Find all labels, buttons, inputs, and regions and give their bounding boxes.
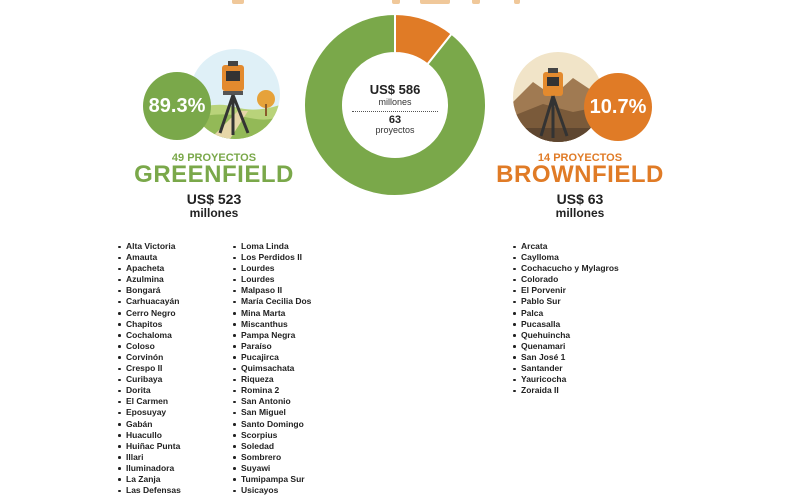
project-list-item: Cerro Negro [118,308,181,319]
project-list-item: Amauta [118,252,181,263]
brownfield-count-label: 14 PROYECTOS [537,152,623,164]
project-list-item: Huacullo [118,430,181,441]
project-list-item: Apacheta [118,263,181,274]
project-list-item: Pampa Negra [233,330,311,341]
project-list-item: Eposuyay [118,407,181,418]
brownfield-project-list: Arcata Caylloma Cochacucho y Mylagros Color… [513,241,619,396]
project-list-item: Malpaso II [233,285,311,296]
project-list-item: Suyawi [233,463,311,474]
greenfield-project-list-col2: Loma Linda Los Perdidos II Lourdes Lourdes M… [233,241,311,496]
project-list-item: Carhuacayán [118,296,181,307]
project-list-item: Azulmina [118,274,181,285]
project-list-item: Las Defensas [118,485,181,496]
greenfield-amount-unit: millones [189,206,239,220]
project-list-item: Miscanthus [233,319,311,330]
project-list-item: Usicayos [233,485,311,496]
donut-center-total: US$ 586 [369,82,421,97]
project-list-item: Santo Domingo [233,419,311,430]
project-list-item: El Carmen [118,396,181,407]
project-list-item: Crespo II [118,363,181,374]
project-list-item: Paraíso [233,341,311,352]
greenfield-amount: US$ 523 [186,191,242,207]
project-list-item: Tumipampa Sur [233,474,311,485]
project-list-item: San Miguel [233,407,311,418]
project-list-item: Scorpius [233,430,311,441]
project-list-item: Pucasalla [513,319,619,330]
project-list-item: Sombrero [233,452,311,463]
project-list-item: Chapitos [118,319,181,330]
brownfield-title: BROWNFIELD [496,161,664,188]
project-list-item: Bongará [118,285,181,296]
brownfield-survey-photo [513,52,603,142]
greenfield-percent-badge: 89.3% [143,72,211,140]
theodolite-icon [539,68,569,138]
greenfield-count-label: 49 PROYECTOS [171,152,257,164]
project-list-item: Lourdes [233,263,311,274]
project-list-item: Quimsachata [233,363,311,374]
donut-center-divider [352,111,438,112]
greenfield-project-list-col1: Alta Victoria Amauta Apacheta Azulmina Bonga… [118,241,181,496]
project-list-item: Pucajirca [233,352,311,363]
project-list-item: Pablo Sur [513,296,619,307]
project-list-item: Colorado [513,274,619,285]
project-list-item: Caylloma [513,252,619,263]
greenfield-title: GREENFIELD [134,161,294,188]
project-list-item: Cochacucho y Mylagros [513,263,619,274]
project-list-item: San José 1 [513,352,619,363]
project-list-item: Mina Marta [233,308,311,319]
project-list-item: Huiñac Punta [118,441,181,452]
theodolite-icon [218,61,250,135]
brownfield-amount-unit: millones [555,206,605,220]
donut-chart [303,12,487,197]
donut-slice-greenfield [303,12,487,197]
project-list-item: Quehuincha [513,330,619,341]
project-list-item: Soledad [233,441,311,452]
project-list-item: Dorita [118,385,181,396]
project-list-item: Loma Linda [233,241,311,252]
donut-center-count-unit: proyectos [375,125,415,135]
project-list-item: Alta Victoria [118,241,181,252]
brownfield-percent-badge: 10.7% [584,73,652,141]
donut-center-unit: millones [378,97,412,107]
project-list-item: Gabán [118,419,181,430]
project-list-item: San Antonio [233,396,311,407]
greenfield-survey-photo [190,49,280,139]
donut-center-count: 63 [388,114,402,126]
project-list-item: María Cecilia Dos [233,296,311,307]
project-list-item: Quenamari [513,341,619,352]
project-list-item: La Zanja [118,474,181,485]
cropped-header-strip [0,0,800,4]
project-list-item: Los Perdidos II [233,252,311,263]
project-list-item: Coloso [118,341,181,352]
project-list-item: Arcata [513,241,619,252]
project-list-item: Santander [513,363,619,374]
project-list-item: Iluminadora [118,463,181,474]
project-list-item: Curibaya [118,374,181,385]
project-list-item: El Porvenir [513,285,619,296]
project-list-item: Cochaloma [118,330,181,341]
project-list-item: Riqueza [233,374,311,385]
project-list-item: Corvinón [118,352,181,363]
project-list-item: Yauricocha [513,374,619,385]
project-list-item: Romina 2 [233,385,311,396]
project-list-item: Palca [513,308,619,319]
project-list-item: Zoraida II [513,385,619,396]
project-list-item: Illari [118,452,181,463]
brownfield-amount: US$ 63 [556,191,604,207]
project-list-item: Lourdes [233,274,311,285]
